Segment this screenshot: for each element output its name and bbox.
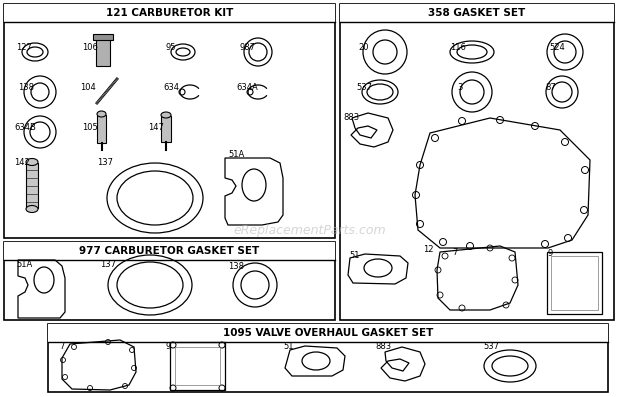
Text: 883: 883 bbox=[375, 342, 391, 351]
Text: 137: 137 bbox=[100, 260, 116, 269]
Bar bbox=[340, 4, 614, 22]
Text: 105: 105 bbox=[82, 123, 98, 132]
Text: 358 GASKET SET: 358 GASKET SET bbox=[428, 8, 526, 18]
Bar bbox=[48, 324, 608, 392]
Bar bbox=[96, 36, 110, 66]
Text: 147: 147 bbox=[148, 123, 164, 132]
Ellipse shape bbox=[161, 112, 171, 118]
Bar bbox=[4, 242, 335, 320]
Ellipse shape bbox=[26, 206, 38, 212]
Text: 883: 883 bbox=[343, 113, 359, 122]
Text: 121 CARBURETOR KIT: 121 CARBURETOR KIT bbox=[106, 8, 233, 18]
Text: eReplacementParts.com: eReplacementParts.com bbox=[234, 224, 386, 237]
Bar bbox=[48, 324, 608, 342]
Bar bbox=[4, 242, 335, 260]
Bar bbox=[4, 4, 335, 22]
Bar bbox=[170, 342, 225, 390]
Text: 12: 12 bbox=[423, 245, 433, 254]
Bar bbox=[551, 256, 598, 310]
Text: 3: 3 bbox=[457, 83, 463, 92]
Text: 142: 142 bbox=[14, 158, 30, 167]
Text: 95: 95 bbox=[165, 43, 175, 52]
Bar bbox=[4, 4, 335, 238]
Text: 9: 9 bbox=[548, 249, 553, 258]
Text: 138: 138 bbox=[18, 83, 34, 92]
Text: 7: 7 bbox=[452, 248, 458, 257]
Text: 634A: 634A bbox=[236, 83, 258, 92]
Ellipse shape bbox=[97, 111, 106, 117]
Text: 138: 138 bbox=[228, 262, 244, 271]
Text: 116: 116 bbox=[450, 43, 466, 52]
Text: 9: 9 bbox=[165, 342, 171, 351]
Bar bbox=[93, 34, 113, 40]
Text: 524: 524 bbox=[549, 43, 565, 52]
Text: 51: 51 bbox=[349, 251, 360, 260]
Bar bbox=[161, 116, 171, 142]
Text: 87: 87 bbox=[545, 83, 556, 92]
Text: 977 CARBURETOR GASKET SET: 977 CARBURETOR GASKET SET bbox=[79, 246, 260, 256]
Text: 7: 7 bbox=[59, 342, 64, 351]
Bar bbox=[97, 115, 106, 143]
Text: 1095 VALVE OVERHAUL GASKET SET: 1095 VALVE OVERHAUL GASKET SET bbox=[223, 328, 433, 338]
Text: 51A: 51A bbox=[16, 260, 32, 269]
Bar bbox=[175, 347, 220, 385]
Text: 537: 537 bbox=[483, 342, 499, 351]
Text: 51: 51 bbox=[283, 342, 293, 351]
Text: 104: 104 bbox=[80, 83, 95, 92]
Bar bbox=[340, 4, 614, 320]
Text: 20: 20 bbox=[358, 43, 368, 52]
Bar bbox=[26, 163, 38, 208]
Text: 634B: 634B bbox=[14, 123, 36, 132]
Text: 137: 137 bbox=[97, 158, 113, 167]
Text: 106: 106 bbox=[82, 43, 98, 52]
Bar bbox=[547, 252, 602, 314]
Text: 51A: 51A bbox=[228, 150, 244, 159]
Text: 537: 537 bbox=[356, 83, 372, 92]
Text: 987: 987 bbox=[239, 43, 255, 52]
Ellipse shape bbox=[26, 158, 38, 166]
Text: 127: 127 bbox=[16, 43, 32, 52]
Text: 634: 634 bbox=[163, 83, 179, 92]
